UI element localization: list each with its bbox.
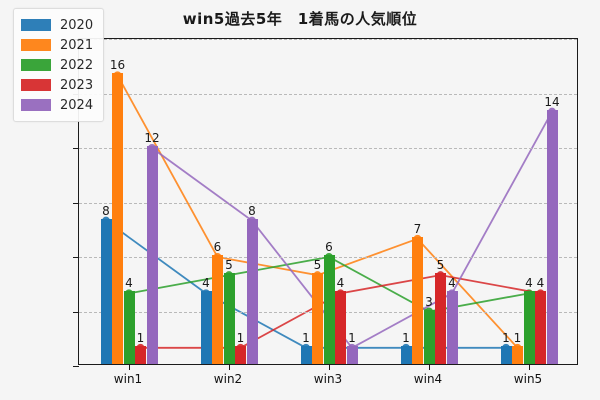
x-axis-tick-label: win2 xyxy=(213,372,243,386)
x-tick-mark xyxy=(429,364,430,370)
gridline xyxy=(79,39,577,40)
legend-item-label: 2024 xyxy=(60,97,94,113)
legend-item-label: 2022 xyxy=(60,57,94,73)
bar-value-label: 1 xyxy=(236,330,245,345)
bar[interactable] xyxy=(300,345,312,364)
bar-value-label: 5 xyxy=(436,258,445,273)
legend-item-2022[interactable]: 2022 xyxy=(21,55,93,75)
x-axis-tick-label: win1 xyxy=(113,372,143,386)
bar[interactable] xyxy=(446,291,458,364)
x-tick-mark xyxy=(329,364,330,370)
bar-value-label: 16 xyxy=(109,58,126,73)
gridline xyxy=(79,202,577,204)
legend-item-label: 2023 xyxy=(60,77,94,93)
bar[interactable] xyxy=(346,345,358,364)
bar[interactable] xyxy=(400,345,412,364)
chart-legend[interactable]: 2020 2021 2022 2023 2024 xyxy=(13,8,105,122)
bar[interactable] xyxy=(135,345,146,364)
bar[interactable] xyxy=(146,146,158,364)
bar-value-label: 8 xyxy=(248,203,256,218)
legend-item-2024[interactable]: 2024 xyxy=(21,95,93,115)
bar[interactable] xyxy=(246,218,258,364)
bar[interactable] xyxy=(523,291,535,364)
legend-swatch-icon xyxy=(21,59,51,71)
bar-value-label: 1 xyxy=(348,330,356,345)
legend-item-2020[interactable]: 2020 xyxy=(21,15,93,35)
bar-value-label: 1 xyxy=(513,330,522,345)
bar[interactable] xyxy=(200,291,212,364)
bar[interactable] xyxy=(312,273,323,364)
y-tick-mark xyxy=(73,366,79,367)
bar[interactable] xyxy=(412,236,423,364)
bar-value-label: 6 xyxy=(325,240,333,254)
y-tick-mark xyxy=(73,202,79,204)
bar-value-label: 4 xyxy=(336,276,345,291)
y-tick-mark xyxy=(73,257,79,258)
bar[interactable] xyxy=(212,255,223,364)
plot-area: 8 4 1 1 1 16 6 5 7 1 4 5 6 3 4 1 1 4 5 4 12 8 1 4 14 xyxy=(73,38,578,370)
bar[interactable] xyxy=(235,345,246,364)
legend-item-2023[interactable]: 2023 xyxy=(21,75,93,95)
legend-item-label: 2021 xyxy=(60,37,94,53)
bar-value-label: 5 xyxy=(225,258,233,273)
legend-swatch-icon xyxy=(21,79,51,91)
bar[interactable] xyxy=(435,273,446,364)
bar-value-label: 7 xyxy=(413,221,422,236)
bar-value-label: 3 xyxy=(425,294,433,309)
x-axis-tick-label: win3 xyxy=(313,372,343,386)
gridline xyxy=(79,148,577,149)
y-tick-mark xyxy=(73,311,79,313)
x-tick-mark xyxy=(129,364,130,370)
bar[interactable] xyxy=(546,109,558,364)
bar[interactable] xyxy=(512,345,523,364)
bar[interactable] xyxy=(535,291,546,364)
bar-value-label: 1 xyxy=(502,330,510,345)
bar-value-label: 1 xyxy=(136,330,145,345)
bar[interactable] xyxy=(323,255,335,364)
bar[interactable] xyxy=(335,291,346,364)
legend-item-label: 2020 xyxy=(60,17,94,33)
bar-value-label: 6 xyxy=(213,240,222,254)
bar-value-label: 14 xyxy=(544,94,560,109)
gridline xyxy=(79,93,577,95)
bar[interactable] xyxy=(123,291,135,364)
y-tick-mark xyxy=(73,148,79,149)
bar[interactable] xyxy=(112,73,123,364)
bar[interactable] xyxy=(223,273,235,364)
bar[interactable] xyxy=(100,218,112,364)
bar-value-label: 4 xyxy=(448,276,456,291)
bar-value-label: 4 xyxy=(525,276,533,291)
legend-item-2021[interactable]: 2021 xyxy=(21,35,93,55)
bar-value-label: 4 xyxy=(125,276,133,291)
bar-value-label: 8 xyxy=(102,203,110,218)
bar[interactable] xyxy=(500,345,512,364)
bar-value-label: 4 xyxy=(536,276,545,291)
x-axis-tick-label: win4 xyxy=(413,372,443,386)
bar-value-label: 12 xyxy=(144,131,160,145)
x-axis-tick-label: win5 xyxy=(513,372,543,386)
chart-title: win5過去5年 1着馬の人気順位 xyxy=(182,10,418,28)
bar-value-label: 5 xyxy=(313,258,322,273)
bar-value-label: 1 xyxy=(302,330,310,345)
bar[interactable] xyxy=(423,309,435,364)
bar-value-label: 1 xyxy=(402,330,410,345)
legend-swatch-icon xyxy=(21,39,51,51)
bar-value-label: 4 xyxy=(202,276,210,291)
legend-swatch-icon xyxy=(21,19,51,31)
x-tick-mark xyxy=(529,364,530,370)
x-tick-mark xyxy=(229,364,230,370)
legend-swatch-icon xyxy=(21,99,51,111)
